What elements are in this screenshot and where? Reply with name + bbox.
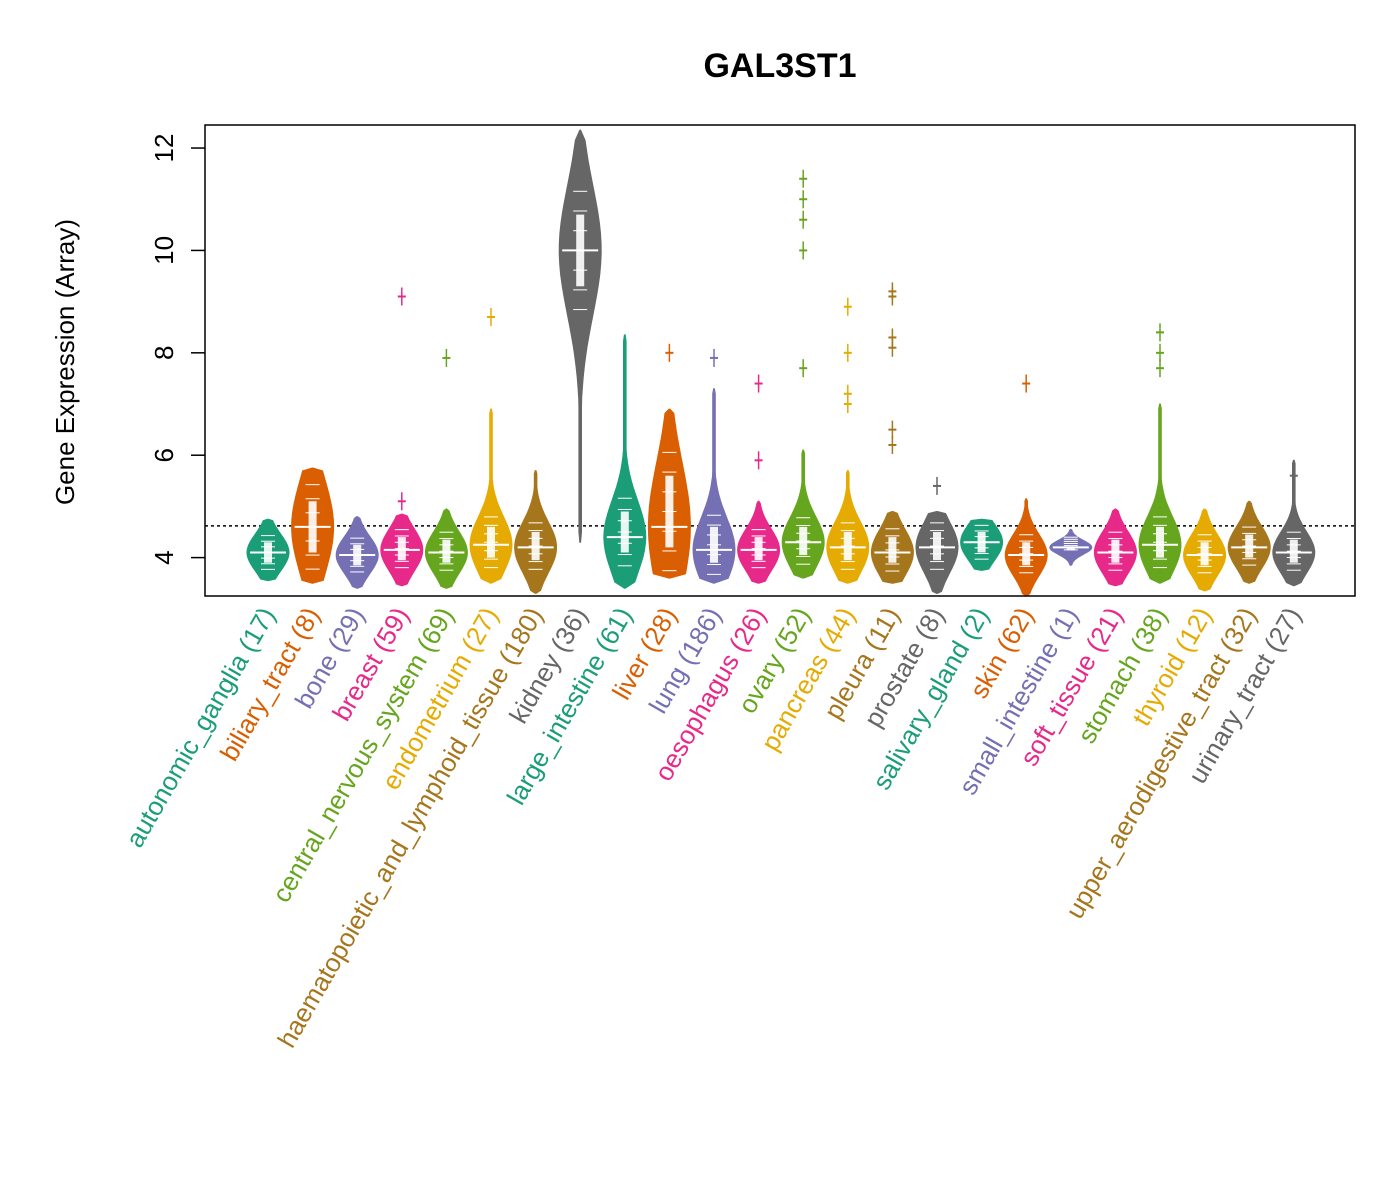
violin-group — [469, 307, 513, 584]
y-tick-label: 4 — [149, 550, 179, 564]
y-tick-label: 10 — [149, 236, 179, 265]
violin-group — [246, 518, 290, 582]
chart-title: GAL3ST1 — [703, 47, 856, 85]
violin-group — [335, 516, 379, 589]
violin-group — [380, 287, 424, 587]
y-axis: 4 6 8 10 12 — [149, 134, 205, 565]
violin-group — [558, 129, 602, 543]
violin-group — [960, 518, 1004, 571]
violin-group — [870, 282, 914, 584]
violin-group — [1272, 459, 1316, 587]
violin-group — [915, 476, 959, 594]
x-axis-labels: autonomic_ganglia (17)biliary_tract (8)b… — [119, 602, 1307, 1053]
y-tick-label: 6 — [149, 448, 179, 462]
violin-group — [647, 343, 691, 579]
violin-group — [514, 470, 558, 594]
violin-group — [291, 467, 335, 584]
violin-group — [737, 374, 781, 584]
violin-group — [1049, 528, 1093, 566]
violin-group — [826, 297, 870, 584]
y-tick-label: 12 — [149, 134, 179, 163]
violin-group — [603, 334, 647, 589]
violin-group — [424, 348, 468, 589]
y-tick-label: 8 — [149, 346, 179, 360]
plot-frame — [204, 124, 1356, 597]
violin-group — [1093, 508, 1137, 587]
violin-group — [692, 348, 736, 584]
violin-iqr-box — [1066, 547, 1075, 551]
violin-group — [1227, 500, 1271, 584]
violin-group — [1183, 508, 1227, 592]
violin-group — [1138, 323, 1182, 584]
y-axis-label: Gene Expression (Array) — [50, 219, 80, 505]
plot-layer — [205, 129, 1355, 597]
violin-group — [781, 169, 825, 579]
violin-group — [1004, 374, 1048, 597]
